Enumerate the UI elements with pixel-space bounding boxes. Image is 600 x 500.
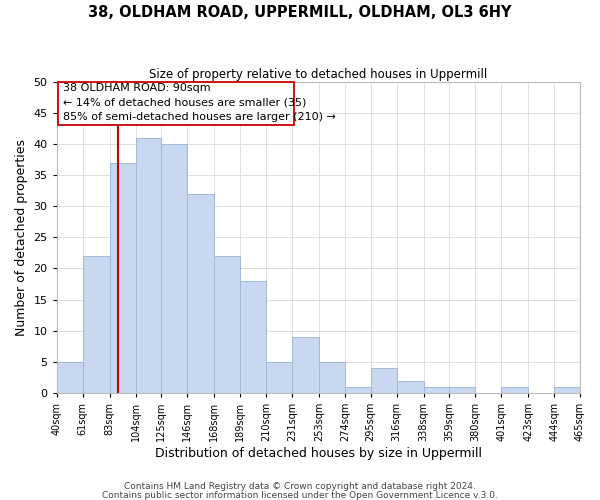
Text: 38, OLDHAM ROAD, UPPERMILL, OLDHAM, OL3 6HY: 38, OLDHAM ROAD, UPPERMILL, OLDHAM, OL3 … [88, 5, 512, 20]
Text: Contains public sector information licensed under the Open Government Licence v.: Contains public sector information licen… [102, 491, 498, 500]
Bar [240, 281, 266, 393]
Bar [57, 362, 83, 393]
Bar [501, 387, 528, 393]
Bar [187, 194, 214, 393]
Bar [554, 387, 580, 393]
Bar [580, 387, 600, 393]
Bar [449, 387, 475, 393]
Bar [371, 368, 397, 393]
X-axis label: Distribution of detached houses by size in Uppermill: Distribution of detached houses by size … [155, 447, 482, 460]
Bar [136, 138, 161, 393]
Bar [292, 337, 319, 393]
Bar [424, 387, 449, 393]
Bar [110, 162, 136, 393]
Bar [319, 362, 345, 393]
Bar [83, 256, 110, 393]
Bar [266, 362, 292, 393]
Bar [397, 380, 424, 393]
Text: Contains HM Land Registry data © Crown copyright and database right 2024.: Contains HM Land Registry data © Crown c… [124, 482, 476, 491]
Bar [161, 144, 187, 393]
FancyBboxPatch shape [58, 82, 295, 126]
Bar [345, 387, 371, 393]
Title: Size of property relative to detached houses in Uppermill: Size of property relative to detached ho… [149, 68, 487, 80]
Text: 38 OLDHAM ROAD: 90sqm
← 14% of detached houses are smaller (35)
85% of semi-deta: 38 OLDHAM ROAD: 90sqm ← 14% of detached … [63, 83, 336, 122]
Y-axis label: Number of detached properties: Number of detached properties [15, 139, 28, 336]
Bar [214, 256, 240, 393]
